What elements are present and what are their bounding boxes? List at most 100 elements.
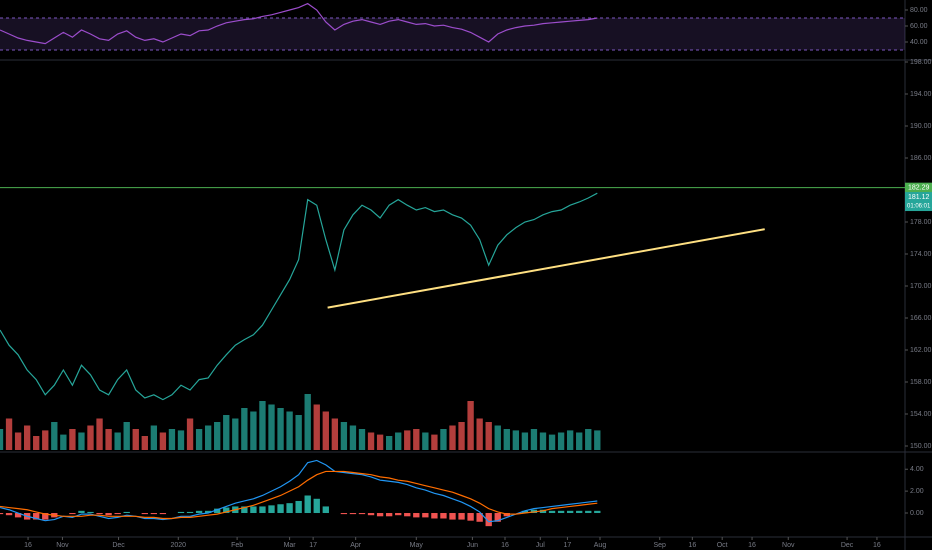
x-tick-label: 16 xyxy=(501,542,509,549)
volume-bar xyxy=(376,434,384,450)
volume-bar xyxy=(168,429,176,450)
x-tick-label: Mar xyxy=(284,542,297,549)
volume-bar xyxy=(449,425,456,450)
macd-histogram-bar xyxy=(521,510,529,514)
macd-histogram-bar xyxy=(33,513,40,520)
macd-histogram-bar xyxy=(494,513,501,522)
volume-bar xyxy=(530,429,538,450)
volume-bar xyxy=(23,425,31,450)
volume-bar xyxy=(385,436,393,450)
macd-histogram-bar xyxy=(250,506,257,514)
volume-bar xyxy=(241,408,248,450)
volume-bar xyxy=(69,429,76,450)
macd-histogram-bar xyxy=(358,513,366,515)
volume-bar xyxy=(413,429,420,450)
y-tick-label: 186.00 xyxy=(910,155,932,162)
x-tick-label: 16 xyxy=(748,542,756,549)
macd-histogram-bar xyxy=(367,513,375,516)
macd-histogram-bar xyxy=(186,511,194,514)
volume-bar xyxy=(322,411,329,450)
macd-histogram-bar xyxy=(259,506,266,514)
price-line xyxy=(0,192,598,401)
volume-bar xyxy=(51,422,58,450)
volume-bar xyxy=(259,401,266,450)
macd-histogram-bar xyxy=(385,513,393,517)
price-line xyxy=(0,2,598,45)
macd-histogram-bar xyxy=(376,513,384,517)
x-tick-label: Feb xyxy=(231,542,243,549)
macd-histogram-bar xyxy=(585,510,592,514)
x-tick-label: Oct xyxy=(717,542,728,549)
volume-bar xyxy=(539,432,547,450)
macd-histogram-bar xyxy=(0,513,4,515)
volume-bar xyxy=(5,418,13,450)
volume-bar xyxy=(105,429,112,450)
volume-bar xyxy=(132,429,139,450)
y-tick-label: 166.00 xyxy=(910,315,932,322)
volume-bar xyxy=(431,434,438,450)
last-price-label: 181.12 xyxy=(908,194,930,201)
macd-histogram-bar xyxy=(42,513,49,520)
y-tick-label: 198.00 xyxy=(910,59,932,66)
macd-histogram-bar xyxy=(404,513,411,517)
volume-bar xyxy=(313,404,320,450)
volume-bar xyxy=(548,434,556,450)
signal-line xyxy=(0,470,598,520)
macd-histogram-bar xyxy=(349,513,357,515)
volume-bar xyxy=(0,429,4,450)
level-label: 182.29 xyxy=(908,185,930,192)
macd-histogram-bar xyxy=(548,510,556,514)
y-tick-label: 170.00 xyxy=(910,283,932,290)
x-tick-label: Aug xyxy=(594,542,607,549)
volume-bar xyxy=(557,432,565,450)
macd-histogram-bar xyxy=(422,513,429,518)
volume-bar xyxy=(150,425,158,450)
x-tick-label: 17 xyxy=(564,542,572,549)
volume-bar xyxy=(585,429,592,450)
macd-histogram-bar xyxy=(195,510,203,514)
macd-histogram-bar xyxy=(159,513,167,515)
volume-bar xyxy=(458,422,465,450)
x-tick-label: Jun xyxy=(467,542,478,549)
trendline xyxy=(327,228,765,309)
macd-histogram-bar xyxy=(576,510,583,514)
volume-bar xyxy=(440,429,447,450)
volume-bar xyxy=(87,425,94,450)
macd-histogram-bar xyxy=(304,495,311,514)
level-tag xyxy=(905,182,932,193)
macd-histogram-bar xyxy=(14,513,22,518)
y-tick-label: 154.00 xyxy=(910,411,932,418)
volume-bar xyxy=(395,432,402,450)
macd-histogram-bar xyxy=(566,510,574,514)
macd-histogram-bar xyxy=(476,513,483,522)
volume-bar xyxy=(512,430,520,450)
rsi-band xyxy=(0,18,905,50)
macd-histogram-bar xyxy=(87,511,94,514)
macd-histogram-bar xyxy=(594,510,601,514)
volume-bar xyxy=(521,432,529,450)
volume-bar xyxy=(503,429,510,450)
volume-bar xyxy=(195,429,203,450)
macd-histogram-bar xyxy=(277,504,284,514)
y-tick-label: 190.00 xyxy=(910,123,932,130)
x-tick-label: Apr xyxy=(350,542,362,549)
volume-bar xyxy=(494,425,501,450)
volume-bar xyxy=(277,408,284,450)
macd-histogram-bar xyxy=(286,503,293,514)
volume-bar xyxy=(467,401,474,450)
x-tick-label: Jul xyxy=(536,542,545,549)
volume-bar xyxy=(78,432,85,450)
x-tick-label: 17 xyxy=(309,542,317,549)
volume-bar xyxy=(214,422,221,450)
y-tick-label: 178.00 xyxy=(910,219,932,226)
x-tick-label: 2020 xyxy=(170,542,186,549)
macd-histogram-bar xyxy=(204,510,212,514)
volume-bar xyxy=(159,432,167,450)
volume-bar xyxy=(141,436,148,450)
macd-histogram-bar xyxy=(69,513,76,515)
macd-histogram-bar xyxy=(458,513,465,520)
macd-histogram-bar xyxy=(313,498,320,514)
y-tick-label: 60.00 xyxy=(910,23,928,30)
x-tick-label: Nov xyxy=(56,542,69,549)
macd-line xyxy=(0,459,598,523)
